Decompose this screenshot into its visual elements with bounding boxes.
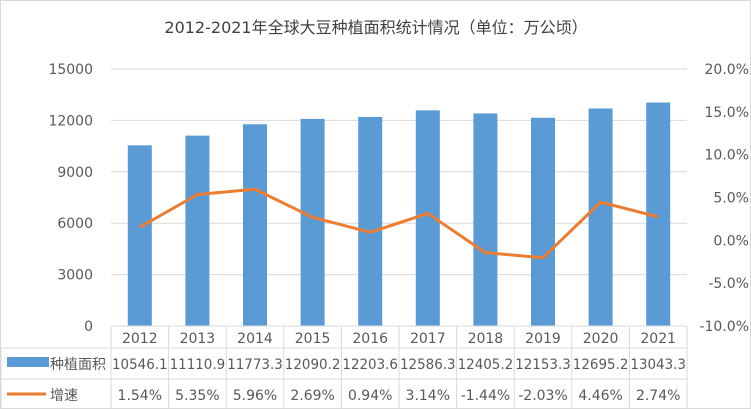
y-right-tick-label: -10.0% [699, 319, 749, 335]
y-left-tick-label: 12000 [48, 113, 93, 129]
table-cell-growth: 3.14% [406, 388, 450, 404]
x-tick-label: 2019 [525, 331, 561, 347]
table-cell-area: 12090.2 [285, 357, 341, 373]
legend-bar-swatch [7, 357, 49, 367]
x-tick-label: 2012 [122, 331, 158, 347]
bar [531, 117, 555, 326]
table-cell-growth: -1.44% [461, 388, 511, 404]
table-cell-growth: 5.96% [233, 388, 277, 404]
table-cell-area: 11773.3 [227, 357, 283, 373]
table-cell-growth: 2.69% [290, 388, 334, 404]
x-tick-label: 2014 [237, 331, 273, 347]
bar [300, 118, 325, 326]
x-tick-label: 2020 [583, 331, 619, 347]
table-cell-area: 13043.3 [630, 357, 686, 373]
bar [127, 145, 152, 326]
y-right-tick-label: 10.0% [705, 148, 749, 164]
y-left-tick-label: 9000 [57, 165, 93, 181]
table-cell-growth: 0.94% [348, 388, 392, 404]
y-left-tick-label: 6000 [57, 216, 93, 232]
bar [243, 124, 267, 327]
bar [358, 116, 383, 326]
y-left-tick-label: 15000 [48, 62, 93, 78]
x-tick-label: 2015 [295, 331, 331, 347]
table-cell-area: 12405.2 [458, 357, 514, 373]
y-left-tick-label: 3000 [57, 268, 93, 284]
table-cell-area: 10546.1 [112, 357, 168, 373]
table-cell-growth: 5.35% [175, 388, 219, 404]
bar [185, 135, 210, 326]
chart-title: 2012-2021年全球大豆种植面积统计情况（单位：万公顷） [164, 18, 587, 37]
x-tick-label: 2018 [468, 331, 504, 347]
bar [473, 113, 498, 326]
x-tick-label: 2021 [640, 331, 676, 347]
y-right-tick-label: -5.0% [708, 276, 749, 292]
table-cell-area: 12695.2 [573, 357, 629, 373]
table-cell-area: 12586.3 [400, 357, 456, 373]
y-left-tick-label: 0 [84, 319, 93, 335]
legend-line-label: 增速 [50, 388, 78, 404]
y-right-tick-label: 5.0% [713, 191, 749, 207]
x-tick-label: 2013 [180, 331, 216, 347]
bar [588, 108, 613, 326]
table-cell-growth: 2.74% [636, 388, 680, 404]
table-cell-area: 12153.3 [515, 357, 571, 373]
x-tick-label: 2017 [410, 331, 446, 347]
table-cell-area: 11110.9 [170, 357, 226, 373]
y-right-tick-label: 0.0% [713, 233, 749, 249]
table-cell-growth: 1.54% [118, 388, 162, 404]
table-cell-growth: 4.46% [578, 388, 622, 404]
table-cell-area: 12203.6 [342, 357, 398, 373]
y-right-tick-label: 15.0% [705, 105, 749, 121]
legend-bar-label: 种植面积 [50, 357, 106, 373]
table-cell-growth: -2.03% [518, 388, 568, 404]
growth-line [139, 187, 659, 260]
y-right-tick-label: 20.0% [705, 62, 749, 78]
x-tick-label: 2016 [352, 331, 388, 347]
